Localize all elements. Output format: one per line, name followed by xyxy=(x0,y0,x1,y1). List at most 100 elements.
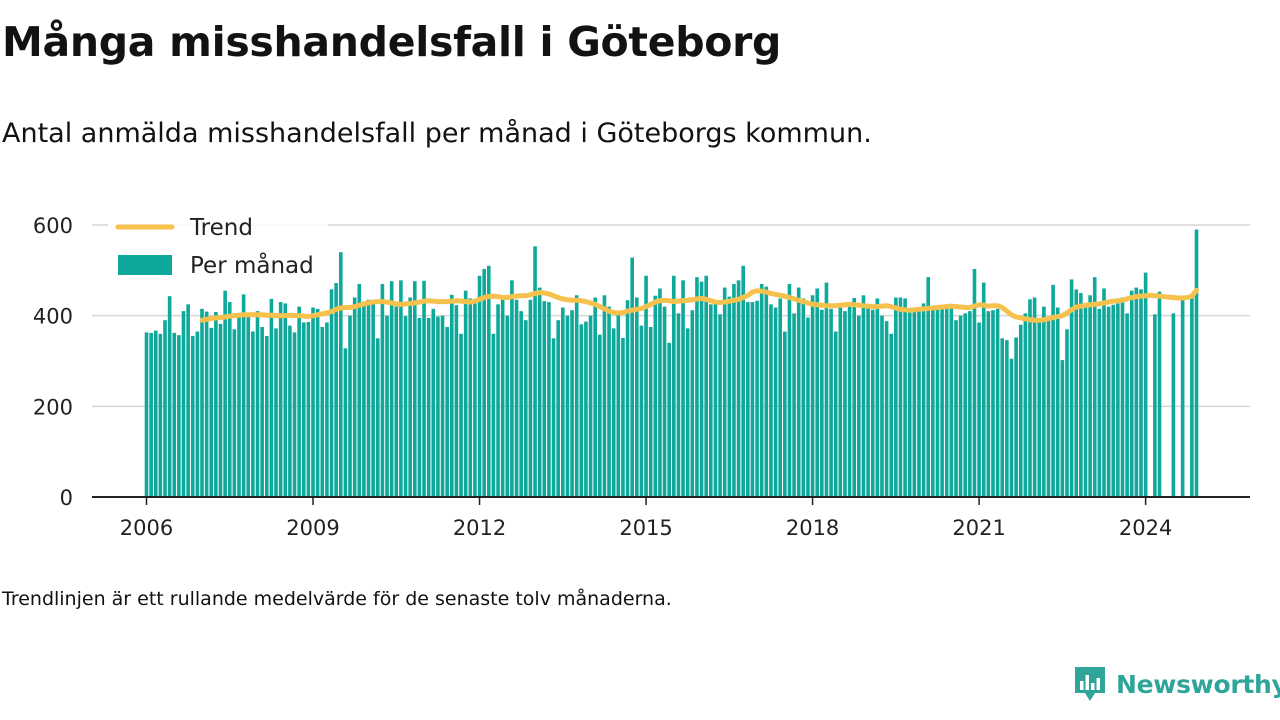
bar-2006-06 xyxy=(167,296,172,497)
bar-2022-09 xyxy=(1069,279,1074,497)
bar-2007-04 xyxy=(214,312,218,497)
bar-2013-03 xyxy=(542,301,547,497)
bar-2010-07 xyxy=(394,306,399,497)
bar-2015-09 xyxy=(681,280,685,497)
bar-2012-09 xyxy=(514,299,519,497)
x-tick-label: 2009 xyxy=(286,516,339,540)
x-tick-label: 2012 xyxy=(453,516,506,540)
bar-2008-09 xyxy=(292,332,297,497)
newsworthy-logo-icon xyxy=(1075,667,1105,701)
bar-2012-06 xyxy=(500,297,505,497)
bar-2019-07 xyxy=(894,297,898,497)
bar-2017-09 xyxy=(792,313,796,497)
bar-2023-02 xyxy=(1092,277,1097,497)
bar-2006-09 xyxy=(181,311,186,497)
bar-2020-01 xyxy=(921,303,926,497)
bar-2010-06 xyxy=(389,281,394,497)
bar-2023-11 xyxy=(1134,287,1139,497)
bar-2020-04 xyxy=(935,309,940,497)
bar-2021-01 xyxy=(977,322,981,497)
bar-2017-11 xyxy=(801,298,806,497)
brand-logo[interactable]: Newsworthy xyxy=(1073,664,1280,704)
bar-2013-12 xyxy=(584,321,588,497)
bar-2022-02 xyxy=(1037,317,1042,497)
bar-2013-09 xyxy=(570,310,574,497)
bar-2014-12 xyxy=(639,325,644,497)
bar-2020-11 xyxy=(968,311,972,497)
bar-2018-06 xyxy=(833,331,838,497)
bar-2023-03 xyxy=(1097,308,1102,497)
bar-2014-01 xyxy=(588,315,593,497)
bar-2014-09 xyxy=(625,300,630,497)
bar-2018-07 xyxy=(838,307,843,497)
bar-2020-07 xyxy=(949,307,954,497)
bar-2007-01 xyxy=(200,308,204,497)
bar-2010-04 xyxy=(380,283,385,497)
bar-2006-10 xyxy=(186,304,190,497)
bar-2006-07 xyxy=(172,332,177,497)
bar-2014-10 xyxy=(630,257,634,497)
bar-2019-06 xyxy=(889,333,894,497)
bar-2009-03 xyxy=(320,327,325,497)
bar-2018-08 xyxy=(843,311,847,497)
bar-2021-08 xyxy=(1009,358,1014,497)
bar-2014-02 xyxy=(593,297,597,497)
bar-2012-11 xyxy=(523,320,528,497)
bar-2020-06 xyxy=(944,304,949,497)
bar-2022-06 xyxy=(1055,307,1060,497)
bar-2021-06 xyxy=(1000,338,1005,497)
bar-2011-05 xyxy=(440,315,445,497)
x-tick-label: 2018 xyxy=(786,516,839,540)
bar-2016-01 xyxy=(699,281,704,497)
bar-2006-02 xyxy=(149,332,153,497)
bar-2020-03 xyxy=(931,309,935,497)
bar-2020-09 xyxy=(958,315,963,497)
bar-2014-03 xyxy=(598,334,602,497)
bar-2007-12 xyxy=(251,331,255,497)
bar-2014-05 xyxy=(607,306,611,497)
bar-2016-11 xyxy=(746,302,750,497)
bar-2016-05 xyxy=(718,314,722,497)
bar-2011-01 xyxy=(422,280,426,497)
bar-2017-12 xyxy=(806,317,810,497)
bar-2014-11 xyxy=(635,297,639,497)
bar-2012-04 xyxy=(491,333,496,497)
bar-2014-04 xyxy=(602,295,607,497)
bar-series xyxy=(144,229,1199,497)
bar-2013-10 xyxy=(574,295,579,497)
bar-2011-11 xyxy=(468,298,473,497)
bar-2021-10 xyxy=(1018,324,1023,497)
bar-2020-10 xyxy=(963,313,968,497)
y-tick-label: 400 xyxy=(33,305,73,329)
bar-2008-05 xyxy=(274,328,278,497)
bar-2024-12 xyxy=(1194,229,1199,497)
x-tick-label: 2021 xyxy=(952,516,1005,540)
trend-series xyxy=(199,287,1199,323)
bar-2009-11 xyxy=(357,283,362,497)
bar-2006-04 xyxy=(158,333,163,497)
bar-2020-08 xyxy=(954,320,958,497)
bar-2010-10 xyxy=(408,297,412,497)
bar-2006-11 xyxy=(190,336,195,497)
y-tick-label: 600 xyxy=(33,214,73,238)
bar-2021-03 xyxy=(986,311,991,497)
bar-2017-10 xyxy=(796,287,801,497)
bar-2011-09 xyxy=(459,333,463,497)
bar-2010-08 xyxy=(399,280,403,497)
bar-2007-11 xyxy=(246,316,251,497)
bar-2023-12 xyxy=(1139,289,1143,497)
x-tick-label: 2024 xyxy=(1119,516,1172,540)
bar-2019-08 xyxy=(898,297,903,497)
bar-2010-05 xyxy=(385,315,389,497)
bar-2009-07 xyxy=(338,252,343,497)
bar-2022-04 xyxy=(1046,319,1051,497)
bar-2021-05 xyxy=(995,308,1000,497)
bar-2009-09 xyxy=(348,315,352,497)
bar-2012-07 xyxy=(505,315,510,497)
bar-2008-08 xyxy=(288,325,292,497)
bar-2018-12 xyxy=(861,295,866,497)
bar-2009-12 xyxy=(362,304,366,497)
bar-2007-10 xyxy=(241,294,246,497)
bar-2023-08 xyxy=(1120,297,1125,497)
bar-2006-05 xyxy=(163,320,167,497)
